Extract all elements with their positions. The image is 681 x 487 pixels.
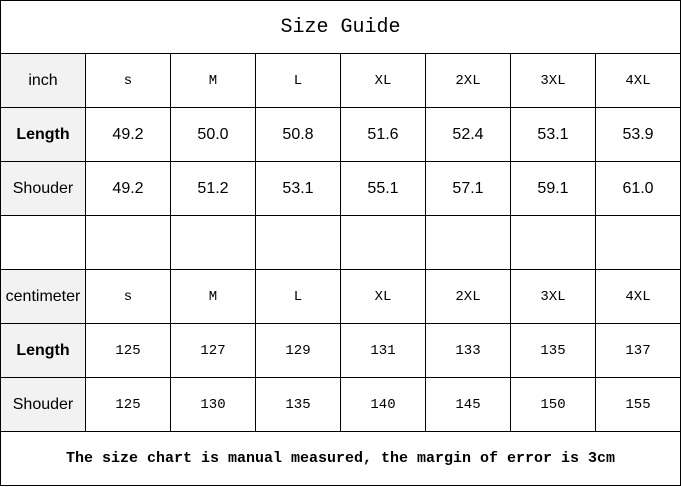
row-label: Length bbox=[0, 323, 86, 378]
measurement-cell: 150 bbox=[510, 377, 596, 432]
measurement-cell: 53.1 bbox=[255, 161, 341, 216]
size-header: M bbox=[170, 53, 256, 108]
measurement-cell: 57.1 bbox=[425, 161, 511, 216]
empty-cell bbox=[85, 215, 171, 270]
measurement-cell: 125 bbox=[85, 323, 171, 378]
spacer-row bbox=[0, 215, 681, 270]
size-header: 4XL bbox=[594, 53, 681, 108]
empty-cell bbox=[170, 215, 256, 270]
size-header: s bbox=[85, 269, 171, 324]
measurement-cell: 59.1 bbox=[510, 161, 596, 216]
unit-label: centimeter bbox=[0, 269, 86, 324]
table-row: Shouder 125 130 135 140 145 150 155 bbox=[0, 377, 681, 432]
measurement-cell: 137 bbox=[594, 323, 681, 378]
measurement-cell: 52.4 bbox=[425, 107, 511, 162]
table-row: Length 49.2 50.0 50.8 51.6 52.4 53.1 53.9 bbox=[0, 107, 681, 162]
size-header: s bbox=[85, 53, 171, 108]
measurement-cell: 130 bbox=[170, 377, 256, 432]
measurement-cell: 50.0 bbox=[170, 107, 256, 162]
unit-label: inch bbox=[0, 53, 86, 108]
measurement-cell: 133 bbox=[425, 323, 511, 378]
size-header: XL bbox=[340, 53, 426, 108]
measurement-cell: 61.0 bbox=[594, 161, 681, 216]
measurement-cell: 127 bbox=[170, 323, 256, 378]
measurement-cell: 135 bbox=[255, 377, 341, 432]
measurement-cell: 131 bbox=[340, 323, 426, 378]
size-header: L bbox=[255, 269, 341, 324]
measurement-cell: 50.8 bbox=[255, 107, 341, 162]
size-header: 2XL bbox=[425, 269, 511, 324]
measurement-cell: 155 bbox=[594, 377, 681, 432]
empty-cell bbox=[0, 215, 86, 270]
measurement-cell: 53.1 bbox=[510, 107, 596, 162]
measurement-cell: 129 bbox=[255, 323, 341, 378]
empty-cell bbox=[594, 215, 681, 270]
inch-size-header-row: inch s M L XL 2XL 3XL 4XL bbox=[0, 53, 681, 108]
row-label: Length bbox=[0, 107, 86, 162]
size-header: 3XL bbox=[510, 53, 596, 108]
measurement-cell: 51.2 bbox=[170, 161, 256, 216]
measurement-cell: 49.2 bbox=[85, 161, 171, 216]
empty-cell bbox=[255, 215, 341, 270]
empty-cell bbox=[425, 215, 511, 270]
measurement-cell: 49.2 bbox=[85, 107, 171, 162]
size-header: 2XL bbox=[425, 53, 511, 108]
measurement-cell: 140 bbox=[340, 377, 426, 432]
measurement-cell: 51.6 bbox=[340, 107, 426, 162]
empty-cell bbox=[340, 215, 426, 270]
size-header: 4XL bbox=[594, 269, 681, 324]
size-header: M bbox=[170, 269, 256, 324]
measurement-cell: 135 bbox=[510, 323, 596, 378]
size-header: 3XL bbox=[510, 269, 596, 324]
row-label: Shouder bbox=[0, 377, 86, 432]
cm-size-header-row: centimeter s M L XL 2XL 3XL 4XL bbox=[0, 269, 681, 324]
size-header: XL bbox=[340, 269, 426, 324]
size-header: L bbox=[255, 53, 341, 108]
empty-cell bbox=[510, 215, 596, 270]
table-row: Shouder 49.2 51.2 53.1 55.1 57.1 59.1 61.0 bbox=[0, 161, 681, 216]
measurement-cell: 125 bbox=[85, 377, 171, 432]
measurement-cell: 53.9 bbox=[594, 107, 681, 162]
measurement-cell: 55.1 bbox=[340, 161, 426, 216]
measurement-cell: 145 bbox=[425, 377, 511, 432]
table-row: Length 125 127 129 131 133 135 137 bbox=[0, 323, 681, 378]
footer-note: The size chart is manual measured, the m… bbox=[0, 431, 681, 486]
row-label: Shouder bbox=[0, 161, 86, 216]
page-title: Size Guide bbox=[0, 0, 681, 54]
